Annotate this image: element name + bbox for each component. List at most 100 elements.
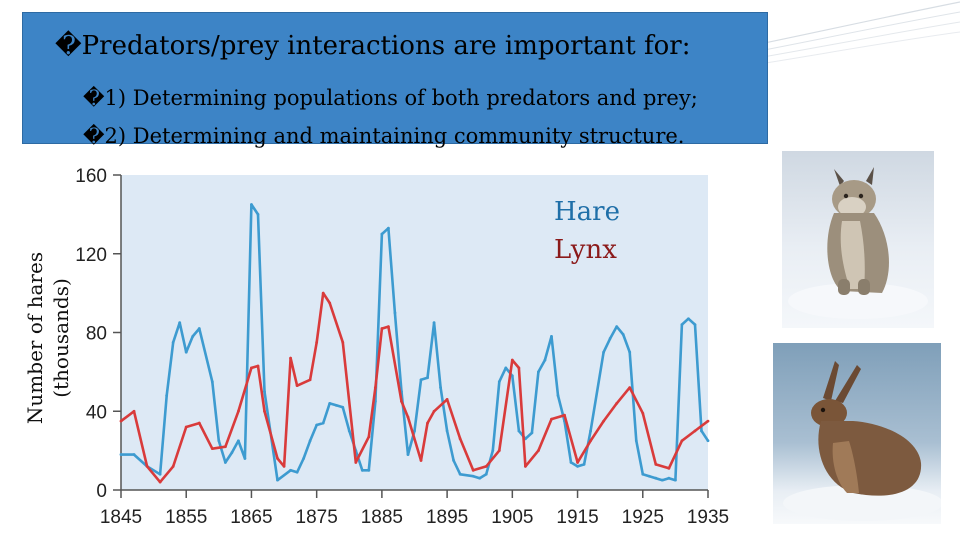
data-point-lynx	[119, 419, 123, 423]
data-point-hare	[178, 321, 182, 325]
bullet-list: �1) Determining populations of both pred…	[83, 79, 698, 155]
data-point-lynx	[576, 461, 579, 464]
x-tick-label: 1935	[687, 507, 729, 528]
data-point-hare	[478, 476, 482, 480]
lynx-illustration	[788, 167, 928, 319]
y-axis-label: (thousands)	[49, 278, 73, 398]
data-point-hare	[543, 358, 547, 362]
x-tick-label: 1855	[165, 507, 207, 528]
data-point-lynx	[367, 435, 371, 439]
hare-illustration	[783, 361, 941, 521]
data-point-hare	[158, 472, 162, 476]
data-point-lynx	[387, 325, 390, 328]
data-point-hare	[276, 478, 279, 482]
x-tick-label: 1875	[296, 507, 338, 528]
data-point-hare	[608, 337, 612, 340]
data-point-hare	[673, 478, 677, 482]
data-point-hare	[556, 394, 560, 397]
hare-photo	[773, 343, 941, 524]
data-point-lynx	[523, 464, 527, 468]
data-point-lynx	[497, 449, 501, 453]
data-point-lynx	[615, 401, 619, 405]
data-point-hare	[419, 378, 423, 382]
data-point-hare	[237, 439, 240, 443]
x-tick-label: 1895	[426, 507, 468, 528]
data-point-lynx	[276, 457, 279, 460]
data-point-hare	[432, 321, 436, 325]
data-point-lynx	[341, 340, 345, 344]
data-point-lynx	[256, 364, 260, 368]
data-point-hare	[328, 401, 332, 405]
data-point-hare	[452, 459, 456, 462]
data-point-hare	[171, 340, 175, 344]
data-point-lynx	[282, 464, 286, 468]
data-point-hare	[250, 203, 253, 206]
data-point-hare	[217, 439, 221, 443]
data-point-hare	[582, 463, 586, 466]
data-point-lynx	[445, 398, 449, 401]
data-point-lynx	[602, 419, 606, 423]
data-point-hare	[550, 335, 553, 338]
legend-item-lynx: Lynx	[554, 235, 617, 265]
data-point-lynx	[184, 425, 188, 429]
lynx-photo	[782, 151, 934, 328]
data-point-hare	[641, 472, 645, 476]
data-point-lynx	[537, 449, 540, 453]
data-point-lynx	[471, 468, 475, 472]
data-point-lynx	[484, 464, 488, 468]
data-point-hare	[602, 350, 606, 354]
data-point-hare	[576, 464, 579, 468]
data-point-hare	[687, 317, 690, 321]
data-point-hare	[445, 429, 449, 433]
data-point-lynx	[132, 409, 136, 413]
data-point-hare	[347, 429, 351, 433]
x-tick-label: 1925	[622, 507, 664, 528]
data-point-hare	[184, 350, 188, 354]
data-point-hare	[191, 335, 195, 338]
bullet-marker: �	[83, 124, 105, 148]
y-tick-label: 80	[86, 324, 107, 345]
data-point-lynx	[550, 417, 553, 421]
hare-lynx-chart: 0 40 80 120 160 1845 1855 1865 1875 1885 1895 1905 1…	[0, 150, 760, 540]
data-point-lynx	[308, 378, 312, 382]
data-point-hare	[243, 457, 247, 460]
bullet-marker: �	[83, 86, 105, 110]
data-point-lynx	[432, 409, 436, 413]
data-point-lynx	[654, 463, 658, 466]
data-point-hare	[517, 429, 521, 433]
data-point-lynx	[171, 464, 175, 468]
data-point-hare	[165, 394, 169, 397]
data-point-lynx	[563, 413, 566, 417]
data-point-hare	[210, 380, 214, 384]
data-point-hare	[654, 476, 658, 480]
bullet-text: 1) Determining populations of both preda…	[104, 86, 698, 110]
data-point-hare	[589, 429, 592, 433]
data-point-lynx	[315, 340, 319, 344]
bullet-item: �2) Determining and maintaining communit…	[83, 117, 698, 155]
data-point-hare	[491, 449, 495, 453]
data-point-hare	[537, 370, 540, 374]
data-point-hare	[439, 386, 442, 390]
data-point-hare	[615, 325, 619, 328]
data-point-lynx	[641, 411, 645, 415]
data-point-hare	[341, 405, 345, 409]
data-point-hare	[380, 232, 384, 236]
data-point-hare	[393, 311, 397, 315]
data-point-lynx	[380, 327, 384, 330]
title-box: �Predators/prey interactions are importa…	[22, 12, 768, 148]
data-point-lynx	[145, 464, 149, 468]
data-point-lynx	[400, 400, 403, 403]
data-point-hare	[289, 468, 292, 472]
data-point-hare	[471, 474, 475, 478]
data-point-lynx	[158, 480, 162, 484]
data-point-lynx	[406, 415, 410, 419]
data-point-hare	[426, 376, 429, 380]
data-point-lynx	[289, 356, 292, 360]
data-point-hare	[223, 461, 227, 464]
data-point-hare	[634, 439, 638, 443]
data-point-hare	[321, 421, 325, 425]
data-point-hare	[263, 390, 266, 393]
data-point-lynx	[628, 386, 632, 390]
data-point-hare	[621, 333, 625, 336]
y-tick-label: 40	[86, 402, 107, 423]
